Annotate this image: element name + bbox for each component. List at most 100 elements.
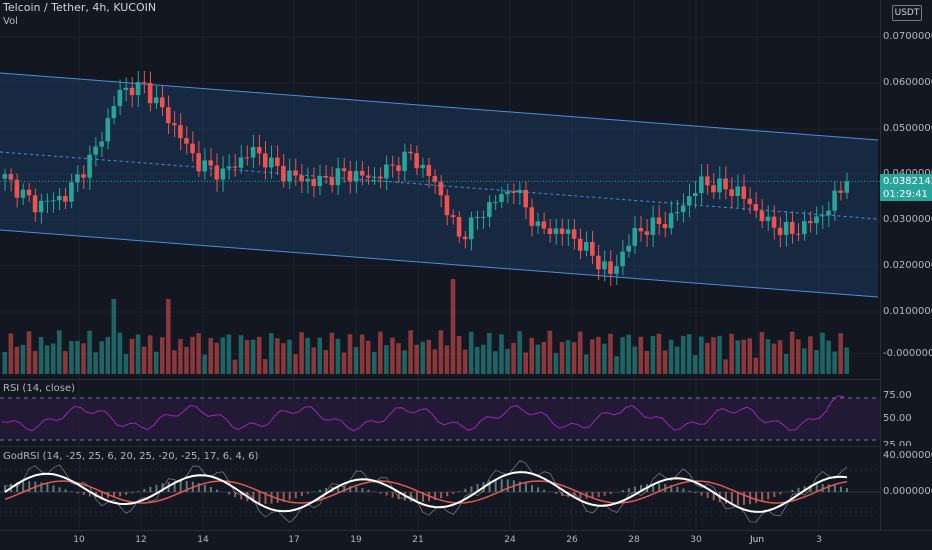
candle-body: [178, 125, 183, 139]
time-label: 26: [566, 535, 578, 545]
price-label: 0.01000000: [883, 306, 932, 317]
godrsi-hist-bar: [470, 486, 473, 492]
volume-bar: [553, 353, 559, 374]
candle-body: [456, 217, 462, 237]
godrsi-hist-bar: [706, 492, 709, 499]
volume-bar: [481, 344, 486, 374]
volume-bar: [753, 357, 759, 374]
candle-body: [802, 221, 807, 235]
godrsi-hist-bar: [40, 482, 43, 492]
volume-bar: [765, 339, 771, 374]
volume-bar: [444, 345, 450, 374]
godrsi-axis-label: 0.00000000: [883, 486, 932, 497]
candle-body: [517, 189, 522, 193]
volume-legend[interactable]: Vol: [3, 16, 18, 27]
volume-bar: [626, 334, 631, 374]
candle-body: [662, 224, 668, 229]
volume-bar: [795, 339, 801, 374]
volume-bar: [674, 346, 680, 374]
godrsi-histogram: [4, 479, 848, 506]
volume-bar: [87, 330, 92, 374]
volume-bar: [493, 351, 498, 374]
godrsi-hist-bar: [137, 491, 140, 492]
candle-body: [602, 261, 607, 270]
candle-body: [365, 175, 371, 178]
volume-bar: [723, 359, 728, 374]
godrsi-hist-bar: [185, 480, 188, 492]
volume-bar: [226, 334, 232, 374]
price-label: 0.03000000: [883, 214, 932, 225]
candle-body: [699, 176, 704, 194]
volume-bar: [402, 350, 407, 374]
volume-bar: [305, 337, 310, 374]
volume-bar: [371, 351, 377, 374]
time-label: 14: [197, 535, 209, 545]
godrsi-hist-bar: [409, 492, 412, 502]
godrsi-hist-bar: [755, 492, 758, 504]
volume-bar: [474, 346, 480, 374]
volume-bar: [438, 330, 444, 374]
price-label: 0.07000000: [883, 31, 932, 42]
rsi-legend[interactable]: RSI (14, close): [3, 383, 76, 394]
godrsi-hist-bar: [22, 481, 25, 492]
volume-bar: [632, 346, 637, 374]
volume-bar: [614, 356, 619, 374]
volume-bar: [196, 333, 201, 374]
currency-button[interactable]: USDT: [892, 5, 922, 21]
godrsi-hist-bar: [761, 492, 764, 502]
price-label: -0.00000000: [883, 348, 932, 359]
volume-bar: [38, 336, 44, 374]
candle-body: [317, 175, 323, 187]
candle-body: [281, 166, 286, 182]
volume-bar: [323, 350, 329, 374]
candle-body: [172, 123, 177, 126]
volume-bar: [135, 334, 141, 374]
godrsi-axis-label: 40.00000000: [883, 450, 932, 461]
volume-bar: [638, 336, 644, 374]
volume-bar: [650, 335, 656, 374]
candle-body: [487, 202, 492, 217]
candle-body: [184, 138, 189, 144]
godrsi-hist-bar: [179, 480, 182, 492]
volume-bar: [511, 342, 516, 374]
candle-body: [147, 82, 153, 104]
volume-bar: [814, 350, 819, 374]
candle-body: [529, 207, 535, 226]
volume-bar: [190, 336, 195, 374]
volume-bar: [208, 338, 213, 374]
godrsi-hist-bar: [234, 492, 237, 498]
godrsi-hist-bar: [518, 481, 521, 492]
time-label: Jun: [749, 535, 765, 545]
godrsi-hist-bar: [300, 492, 303, 496]
volume-bar: [680, 335, 686, 374]
candle-body: [123, 87, 129, 90]
godrsi-hist-bar: [209, 487, 212, 492]
volume-bar: [602, 343, 607, 374]
symbol-title[interactable]: Telcoin / Tether, 4h, KUCOIN: [3, 1, 157, 14]
godrsi-legend[interactable]: GodRSI (14, -25, 25, 6, 20, 25, -20, -25…: [3, 451, 259, 462]
godrsi-hist-bar: [524, 483, 527, 492]
godrsi-hist-bar: [458, 491, 461, 492]
godrsi-hist-bar: [537, 487, 540, 492]
volume-bar: [450, 279, 456, 374]
godrsi-hist-bar: [724, 492, 727, 504]
candle-body: [8, 174, 14, 180]
godrsi-hist-bar: [415, 492, 418, 502]
volume-bar: [93, 352, 98, 374]
candle-body: [523, 189, 528, 208]
godrsi-hist-bar: [773, 492, 776, 497]
godrsi-hist-bar: [155, 484, 158, 492]
godrsi-hist-bar: [397, 492, 400, 500]
candle-body: [717, 178, 722, 193]
godrsi-hist-bar: [337, 486, 340, 492]
volume-bar: [256, 336, 262, 374]
godrsi-hist-bar: [694, 492, 697, 494]
candle-body: [153, 97, 159, 104]
candle-body: [450, 215, 456, 218]
volume-bar: [426, 339, 432, 374]
candle-body: [711, 185, 716, 193]
godrsi-hist-bar: [797, 487, 800, 492]
volume-bar: [747, 338, 753, 374]
godrsi-hist-bar: [609, 492, 612, 495]
